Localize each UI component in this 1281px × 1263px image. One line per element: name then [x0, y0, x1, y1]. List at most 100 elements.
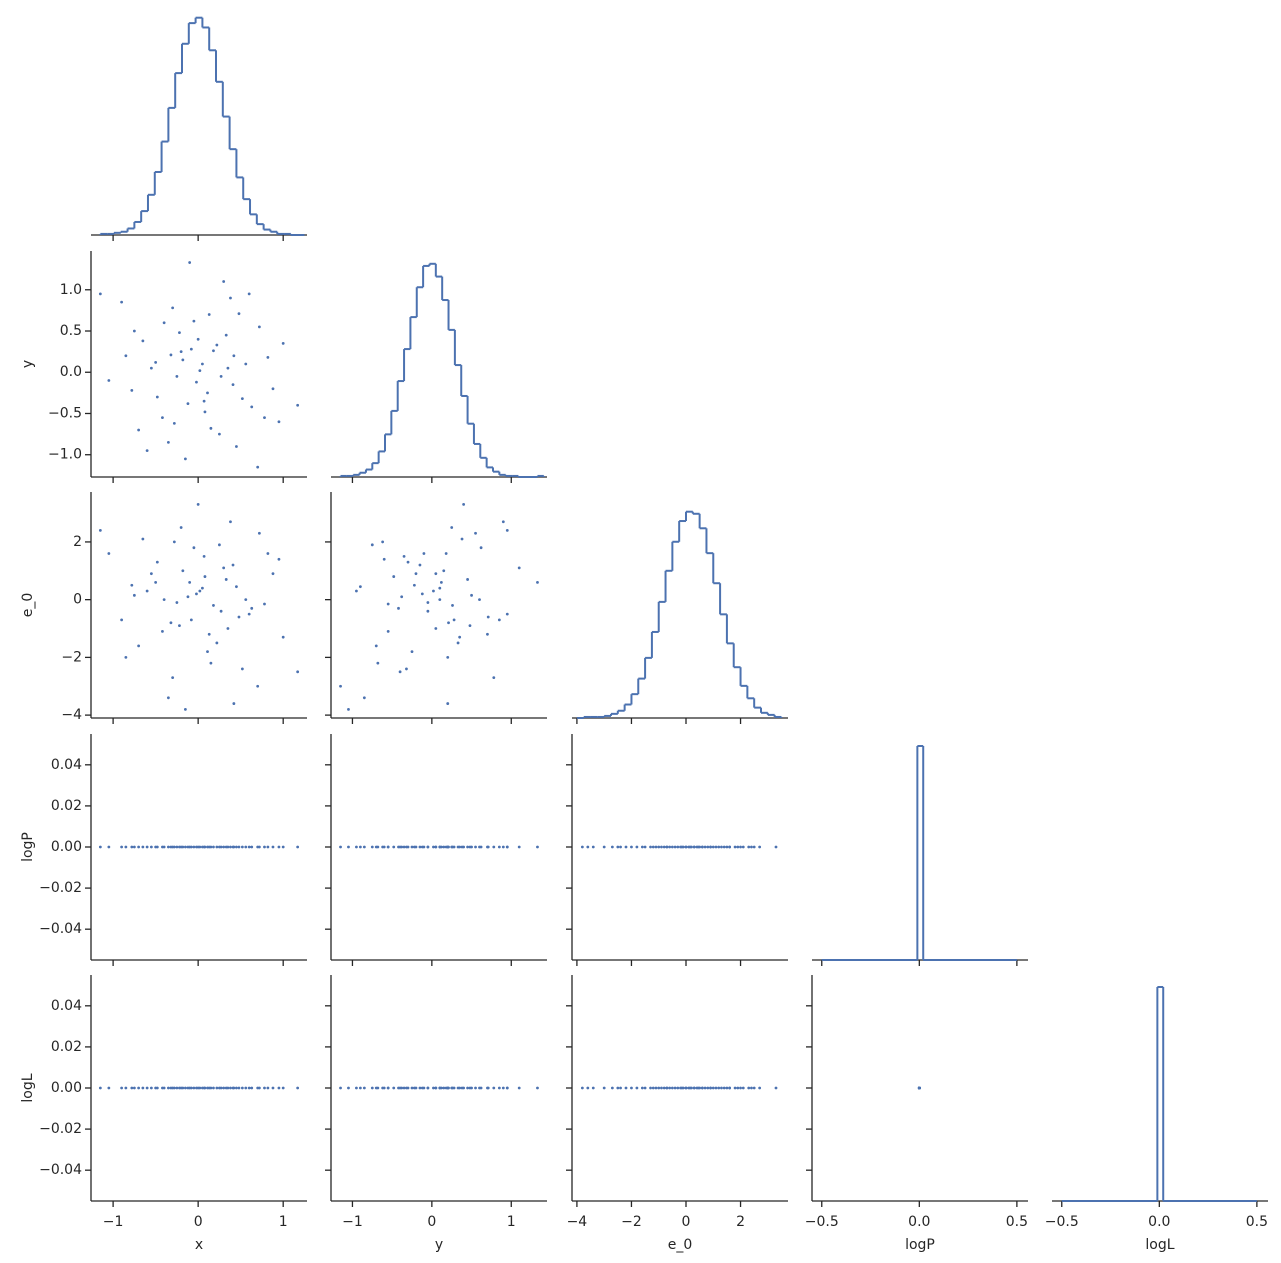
scatter-point [154, 360, 158, 364]
x-axis-label: logL [1145, 1237, 1174, 1253]
scatter-point [229, 845, 232, 849]
scatter-point [240, 845, 244, 849]
scatter-point [196, 503, 200, 506]
scatter-point [171, 676, 175, 679]
scatter-point [446, 1086, 450, 1090]
scatter-point [120, 845, 124, 849]
scatter-point [505, 1086, 509, 1090]
scatter-point [536, 1086, 539, 1090]
y-axis-label: e_0 [20, 593, 36, 618]
scatter-point [517, 845, 521, 849]
scatter-point [166, 696, 170, 700]
scatter-point [418, 1086, 422, 1090]
scatter-point [237, 615, 241, 619]
scatter-point [392, 845, 396, 849]
scatter-point [450, 526, 454, 529]
scatter-point [474, 1086, 477, 1090]
scatter-point [752, 845, 756, 849]
scatter-point [347, 1086, 350, 1090]
scatter-point [257, 531, 261, 535]
scatter-point [124, 845, 128, 849]
scatter-point [684, 845, 688, 849]
scatter-point [400, 595, 404, 599]
scatter-point [186, 402, 190, 405]
scatter-point [271, 1086, 275, 1090]
scatter-point [722, 1086, 726, 1090]
scatter-point [120, 1086, 124, 1090]
scatter-point [201, 586, 204, 590]
scatter-point [486, 615, 490, 619]
scatter-point [201, 362, 204, 366]
scatter-point [458, 635, 462, 639]
scatter-point [137, 1086, 141, 1090]
scatter-point [733, 845, 737, 849]
scatter-point [218, 432, 221, 436]
scatter-point [432, 589, 435, 593]
scatter-point [680, 1086, 684, 1090]
scatter-point [137, 845, 141, 849]
scatter-point [247, 612, 251, 616]
scatter-point [172, 421, 176, 425]
scatter-point [700, 845, 704, 849]
scatter-point [451, 604, 454, 607]
scatter-point [98, 528, 102, 532]
scatter-point [434, 845, 438, 849]
scatter-point [339, 1086, 342, 1090]
scatter-point [207, 1086, 211, 1090]
scatter-point [536, 845, 539, 849]
scatter-point [478, 845, 481, 849]
scatter-point [132, 845, 136, 849]
scatter-point [141, 339, 145, 343]
scatter-point [446, 655, 450, 659]
scatter-point [610, 845, 614, 849]
scatter-point [237, 312, 241, 316]
scatter-point [188, 261, 192, 264]
scatter-point [198, 369, 202, 372]
scatter-point [758, 845, 762, 849]
scatter-point [651, 1086, 655, 1090]
scatter-point [717, 1086, 721, 1090]
scatter-point [212, 845, 215, 849]
scatter-point [124, 655, 128, 659]
scatter-point [660, 845, 663, 849]
scatter-point [203, 575, 207, 578]
scatter-point [263, 845, 266, 849]
scatter-point [196, 845, 200, 849]
scatter-point [358, 1086, 362, 1090]
scatter-point [439, 580, 443, 584]
scatter-point [624, 845, 628, 849]
scatter-point [370, 543, 374, 547]
scatter-point [257, 1086, 261, 1090]
y-tick-label: 0.0 [60, 364, 82, 380]
y-tick-label: −0.04 [39, 1162, 82, 1178]
scatter-point [250, 845, 254, 849]
scatter-point [460, 537, 464, 541]
scatter-point [218, 845, 221, 849]
scatter-point [149, 572, 153, 576]
scatter-point [654, 1086, 658, 1090]
scatter-point [497, 618, 501, 622]
scatter-point [195, 592, 198, 596]
scatter-point [422, 845, 426, 849]
scatter-point [166, 440, 170, 444]
scatter-point [580, 845, 584, 849]
y-tick-label: 0.04 [51, 757, 82, 773]
scatter-point [602, 845, 606, 849]
scatter-point [630, 845, 633, 849]
scatter-point [662, 845, 666, 849]
scatter-point [462, 1086, 466, 1090]
scatter-point [219, 374, 223, 378]
scatter-point [470, 1086, 473, 1090]
scatter-point [231, 383, 235, 387]
scatter-point [438, 586, 442, 590]
scatter-point [414, 572, 418, 576]
scatter-point [447, 621, 450, 625]
scatter-point [215, 343, 219, 347]
x-tick-label: −2 [621, 1214, 642, 1230]
scatter-point [703, 1086, 707, 1090]
scatter-point [212, 604, 215, 607]
scatter-point [132, 1086, 136, 1090]
scatter-point [107, 379, 111, 382]
scatter-point [662, 1086, 666, 1090]
scatter-point [635, 1086, 639, 1090]
